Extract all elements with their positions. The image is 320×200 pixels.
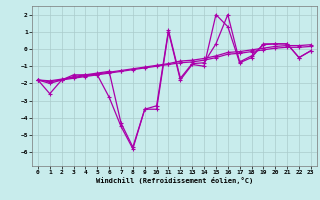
X-axis label: Windchill (Refroidissement éolien,°C): Windchill (Refroidissement éolien,°C) xyxy=(96,177,253,184)
